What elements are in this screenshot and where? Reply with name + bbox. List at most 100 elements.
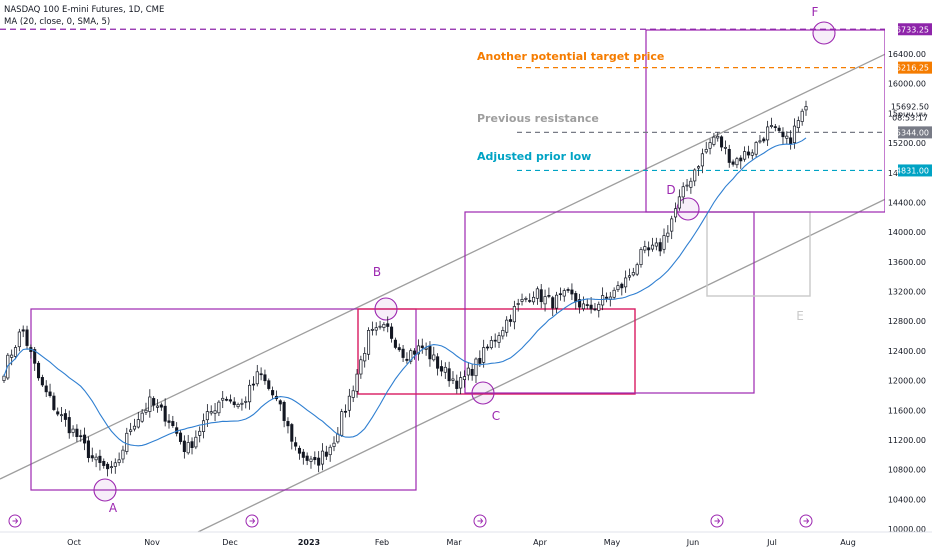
candle-body [44, 385, 48, 393]
candle-body [769, 125, 774, 127]
ma-line [3, 137, 807, 447]
candle-body [267, 380, 271, 389]
y-tick-label: 11200.00 [888, 436, 926, 445]
candle-body [708, 142, 712, 149]
candle-body [505, 319, 509, 333]
y-tick-label: 13200.00 [888, 288, 926, 297]
candle-body [508, 319, 513, 322]
candle-body [225, 398, 229, 401]
time-axis: Oct Nov Dec 2023 Feb Mar Apr May Jun Jul Aug [0, 514, 932, 547]
candle-body [205, 411, 209, 421]
circle-b [374, 297, 398, 321]
event-marker-icon [8, 514, 22, 528]
price-label-box [898, 23, 932, 36]
prior-low-note: Adjusted prior low [477, 150, 591, 163]
candle-body [624, 277, 628, 288]
candle-body [232, 401, 236, 406]
candle-body [578, 299, 582, 308]
candle-body [378, 325, 382, 328]
candle-body [539, 289, 543, 303]
candle-body [666, 232, 670, 237]
candle-body [627, 275, 632, 278]
y-tick-label: 10400.00 [888, 495, 926, 504]
candle-body [796, 120, 800, 129]
candle-body [800, 110, 804, 122]
candle-body [98, 455, 102, 463]
candle-body [382, 323, 386, 328]
candle-body [129, 429, 133, 432]
candle-body [386, 323, 390, 327]
candle-body [213, 410, 217, 414]
candle-body [94, 456, 98, 461]
point-label-a: A [109, 501, 118, 515]
candle-body [501, 329, 505, 337]
candle-body [470, 368, 474, 376]
symbol-title: NASDAQ 100 E-mini Futures, 1D, CME [4, 5, 165, 15]
candle-body [56, 411, 60, 415]
candle-body [643, 246, 647, 251]
candle-body [485, 346, 490, 349]
point-label-b: B [373, 265, 381, 279]
box-a [30, 308, 417, 491]
candle-body [631, 272, 635, 276]
x-tick-label: Jun [686, 538, 700, 547]
candle-body [612, 289, 616, 298]
candle-body [248, 384, 252, 403]
event-marker-icon [710, 514, 724, 528]
candle-body [439, 366, 443, 372]
event-arrow-icon [714, 518, 721, 524]
candle-body [209, 411, 213, 414]
candle-body [413, 350, 417, 355]
price-axis: 10000.00 10400.00 10800.00 11200.00 11600.00… [885, 0, 932, 550]
candle-body [313, 457, 317, 461]
candle-body [152, 398, 156, 406]
y-tick-label: 15200.00 [888, 139, 926, 148]
candle-body [462, 376, 467, 380]
candle-body [673, 208, 678, 218]
box-e [706, 211, 811, 297]
x-tick-label: Nov [144, 538, 160, 547]
event-arrow-icon [12, 518, 19, 524]
candle-body [136, 419, 140, 428]
candle-body [140, 412, 144, 422]
candle-body [144, 409, 148, 413]
candle-body [301, 451, 305, 458]
candle-body [520, 299, 524, 302]
candle-body [290, 424, 294, 442]
candle-body [320, 450, 325, 465]
candle-body [190, 441, 194, 448]
x-tick-label: Apr [533, 538, 548, 547]
candle-body [86, 440, 90, 459]
candle-body [785, 135, 789, 139]
candle-body [48, 391, 52, 397]
candle-body [493, 339, 497, 342]
candle-body [528, 300, 532, 302]
candle-body [447, 368, 451, 382]
candle-body [286, 421, 290, 427]
candle-body [217, 401, 221, 414]
ma-line-path [3, 137, 807, 447]
event-marker-icon [245, 514, 259, 528]
candle-body [60, 414, 64, 417]
candle-body [255, 371, 259, 385]
candle-body [750, 152, 754, 156]
candle-body [685, 184, 689, 187]
resistance-note: Previous resistance [477, 112, 599, 125]
x-tick-label: Mar [446, 538, 462, 547]
candle-body [83, 434, 87, 444]
candle-body [574, 293, 578, 303]
channel-lower-line [197, 192, 899, 533]
x-tick-label: Jul [766, 538, 777, 547]
candle-body [792, 125, 797, 143]
x-tick-label: Dec [222, 538, 237, 547]
candle-body [297, 447, 302, 454]
candle-body [79, 435, 83, 438]
candle-body [347, 395, 351, 411]
candle-body [474, 358, 478, 377]
y-tick-label: 11600.00 [888, 406, 926, 415]
channel-upper-line [0, 47, 899, 480]
event-arrow-icon [803, 518, 810, 524]
price-label: 15344.00 [891, 128, 929, 137]
candle-body [428, 346, 432, 360]
